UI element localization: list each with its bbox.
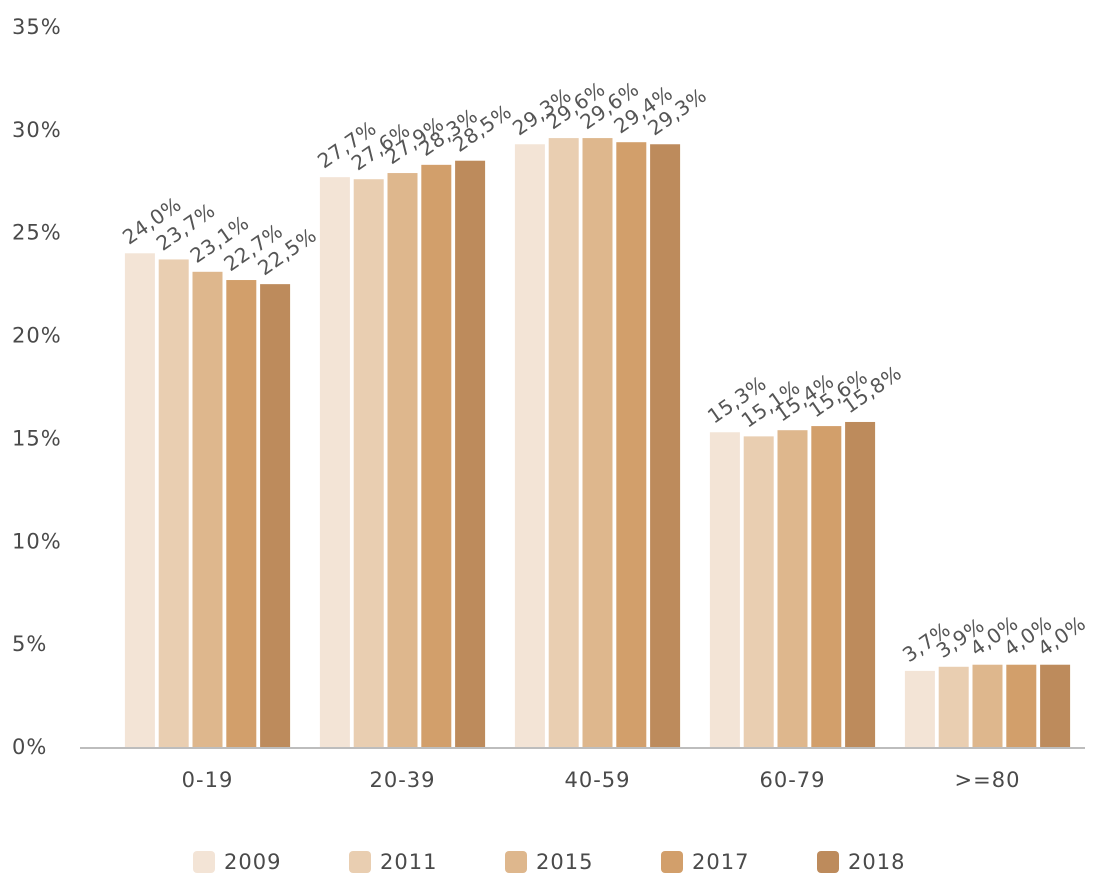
legend-item-2015: 2015	[505, 848, 593, 876]
bar-2017-0-19	[226, 280, 257, 747]
bar-2015-40-59	[582, 138, 613, 748]
legend-swatch	[505, 851, 527, 873]
legend-label: 2018	[848, 850, 906, 874]
legend-item-2017: 2017	[661, 848, 749, 876]
bar-2009->=80	[904, 670, 935, 747]
y-tick-label: 35%	[12, 15, 62, 39]
legend-label: 2011	[380, 850, 438, 874]
bar-2015->=80	[972, 664, 1003, 747]
x-category-label: 40-59	[564, 768, 630, 792]
bar-chart: 0% 5% 10% 15% 20% 25% 30% 35% 0-19 20-39 40-59 60-…	[12, 15, 1090, 792]
bar-2011-40-59	[548, 138, 579, 748]
bar-2017-20-39	[421, 164, 452, 748]
y-tick-label: 0%	[12, 735, 47, 759]
y-tick-label: 30%	[12, 118, 62, 142]
y-tick-label: 5%	[12, 632, 47, 656]
y-tick-label: 10%	[12, 529, 62, 553]
x-category-label: 20-39	[369, 768, 435, 792]
bar-2015-60-79	[777, 430, 808, 747]
bars-layer	[124, 138, 1071, 748]
y-tick-label: 15%	[12, 426, 62, 450]
bar-2018-60-79	[845, 421, 876, 747]
bar-2011->=80	[938, 666, 969, 747]
bar-2018->=80	[1040, 664, 1071, 747]
y-tick-label: 20%	[12, 324, 62, 348]
bar-2017-40-59	[616, 142, 647, 747]
y-tick-label: 25%	[12, 221, 62, 245]
bar-2018-20-39	[455, 160, 486, 747]
bar-2018-0-19	[260, 284, 291, 747]
y-axis-ticks: 0% 5% 10% 15% 20% 25% 30% 35%	[12, 15, 62, 759]
bar-2015-0-19	[192, 271, 223, 747]
legend-label: 2009	[224, 850, 282, 874]
bar-2009-60-79	[709, 432, 740, 747]
legend-label: 2017	[692, 850, 750, 874]
bar-2009-40-59	[514, 144, 545, 747]
bar-2009-20-39	[319, 177, 350, 747]
bar-2015-20-39	[387, 173, 418, 748]
bar-2009-0-19	[124, 253, 155, 748]
x-category-label: 60-79	[759, 768, 825, 792]
legend-swatch	[193, 851, 215, 873]
legend: 2009 2011 2015 2017 2018	[0, 848, 1100, 876]
x-category-label: 0-19	[182, 768, 234, 792]
legend-item-2018: 2018	[817, 848, 905, 876]
legend-swatch	[349, 851, 371, 873]
legend-item-2009: 2009	[193, 848, 281, 876]
legend-swatch	[661, 851, 683, 873]
x-category-label: >=80	[955, 768, 1021, 792]
bar-2017->=80	[1006, 664, 1037, 747]
legend-label: 2015	[536, 850, 594, 874]
legend-item-2011: 2011	[349, 848, 437, 876]
bar-2018-40-59	[650, 144, 681, 747]
bar-2017-60-79	[811, 426, 842, 747]
bar-2011-20-39	[353, 179, 384, 747]
x-axis-categories: 0-19 20-39 40-59 60-79 >=80	[182, 768, 1021, 792]
bar-2011-60-79	[743, 436, 774, 747]
bar-2011-0-19	[158, 259, 189, 747]
legend-swatch	[817, 851, 839, 873]
